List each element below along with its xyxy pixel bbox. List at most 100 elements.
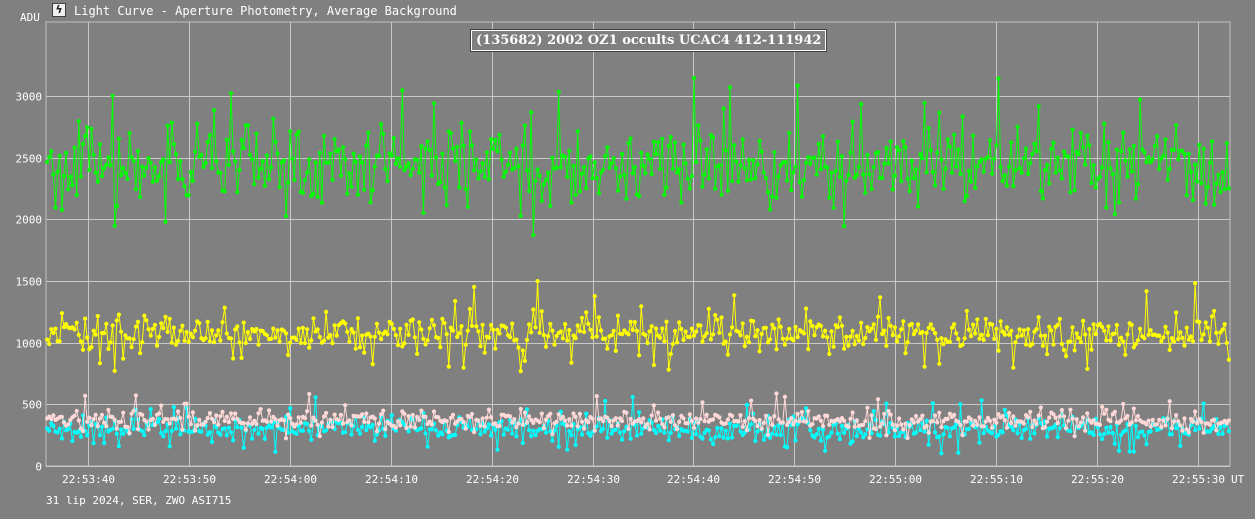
- data-point: [209, 166, 215, 171]
- data-point: [1201, 401, 1206, 406]
- data-point: [78, 174, 83, 179]
- data-point: [237, 167, 242, 173]
- data-point: [80, 428, 86, 434]
- data-point: [66, 187, 71, 192]
- data-point: [228, 91, 234, 96]
- data-point: [1155, 134, 1160, 139]
- data-point: [1066, 418, 1071, 423]
- data-point: [347, 171, 352, 176]
- data-point: [880, 331, 885, 336]
- data-point: [560, 336, 566, 341]
- data-point: [355, 316, 360, 321]
- data-point: [744, 428, 750, 433]
- data-point: [1061, 347, 1067, 353]
- data-point: [594, 394, 599, 399]
- data-point: [294, 337, 299, 342]
- data-point: [362, 419, 367, 424]
- data-point: [1047, 415, 1052, 420]
- data-point: [814, 432, 819, 437]
- data-point: [933, 413, 938, 418]
- data-point: [913, 167, 919, 172]
- data-point: [203, 161, 208, 166]
- data-point: [150, 326, 155, 331]
- data-point: [372, 438, 377, 443]
- data-point: [197, 321, 202, 326]
- data-point: [305, 421, 310, 426]
- data-point: [1169, 426, 1174, 431]
- data-point: [442, 320, 447, 326]
- data-point: [958, 171, 963, 177]
- data-point: [260, 159, 265, 164]
- data-point: [72, 145, 77, 150]
- data-point: [1042, 333, 1048, 338]
- data-point: [700, 400, 705, 405]
- data-point: [298, 340, 303, 345]
- data-point: [1009, 420, 1014, 426]
- data-point: [571, 411, 576, 416]
- data-point: [195, 121, 200, 126]
- data-point: [374, 432, 379, 437]
- data-point: [264, 419, 269, 424]
- x-tick-label: 22:53:50: [163, 473, 216, 486]
- data-point: [167, 444, 172, 449]
- data-point: [761, 437, 766, 442]
- data-point: [592, 294, 597, 299]
- data-point: [116, 312, 121, 317]
- data-point: [78, 434, 83, 439]
- data-point: [922, 100, 927, 106]
- data-point: [607, 419, 612, 424]
- data-point: [776, 174, 781, 179]
- data-point: [275, 151, 280, 156]
- data-point: [846, 172, 851, 178]
- data-point: [250, 436, 255, 441]
- data-point: [1224, 141, 1229, 146]
- light-curve-app-icon[interactable]: ϟ: [52, 3, 66, 17]
- data-point: [897, 148, 902, 153]
- data-point: [890, 333, 895, 338]
- data-point: [522, 358, 528, 363]
- data-point: [548, 321, 553, 327]
- data-point: [324, 428, 329, 433]
- data-point: [508, 335, 513, 340]
- data-point: [161, 434, 166, 439]
- data-point: [880, 421, 885, 426]
- data-point: [689, 435, 695, 440]
- data-point: [732, 143, 737, 148]
- data-point: [131, 408, 136, 413]
- data-point: [818, 323, 824, 328]
- data-point: [839, 323, 845, 328]
- data-point: [755, 328, 760, 333]
- data-point: [1216, 431, 1221, 437]
- data-point: [226, 420, 231, 425]
- data-point: [1081, 145, 1086, 150]
- data-point: [385, 332, 390, 337]
- data-point: [74, 320, 79, 325]
- data-point: [298, 420, 303, 425]
- data-point: [332, 323, 337, 328]
- data-point: [288, 340, 293, 345]
- data-point: [795, 411, 800, 416]
- data-point: [1127, 449, 1132, 454]
- data-point: [269, 165, 274, 170]
- data-point: [1216, 341, 1221, 346]
- data-point: [1116, 448, 1122, 453]
- data-point: [480, 416, 485, 421]
- data-point: [556, 412, 561, 417]
- data-point: [1176, 337, 1181, 342]
- data-point: [569, 423, 574, 428]
- data-point: [459, 416, 464, 422]
- data-point: [778, 163, 783, 168]
- data-point: [144, 165, 149, 170]
- data-point: [738, 163, 743, 168]
- data-point: [53, 326, 58, 331]
- data-point: [867, 435, 872, 440]
- data-point: [1214, 181, 1219, 186]
- data-point: [123, 333, 128, 338]
- data-point: [533, 325, 538, 330]
- data-point: [355, 192, 360, 197]
- data-point: [1163, 324, 1168, 329]
- data-point: [947, 411, 953, 416]
- data-point: [296, 326, 301, 331]
- data-point: [799, 409, 805, 415]
- data-point: [918, 428, 923, 433]
